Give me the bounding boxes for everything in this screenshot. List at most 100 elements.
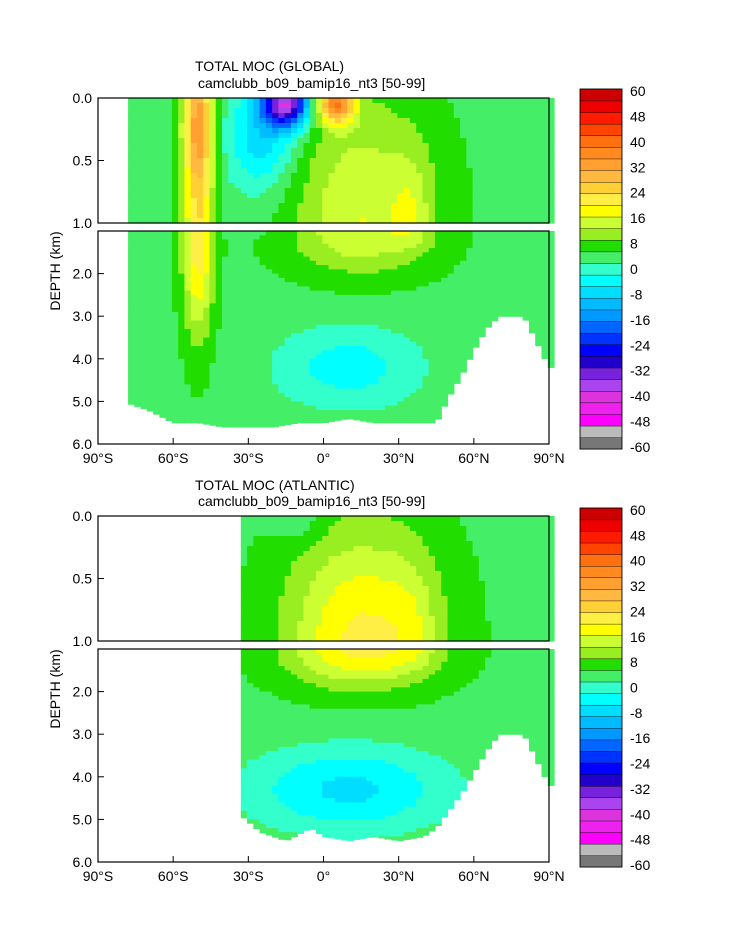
field-cell (403, 307, 411, 313)
field-cell (146, 168, 154, 174)
field-cell (309, 371, 317, 377)
field-cell (428, 282, 436, 287)
field-cell (516, 173, 524, 179)
field-cell (359, 148, 367, 154)
field-cell (422, 239, 430, 245)
field-cell (259, 358, 267, 364)
field-cell (297, 384, 305, 390)
field-cell (491, 294, 499, 300)
field-cell (259, 123, 267, 129)
field-cell (297, 556, 305, 562)
field-cell (309, 307, 317, 313)
field-cell (153, 118, 160, 124)
field-cell (347, 576, 355, 582)
field-cell (253, 188, 261, 194)
field-cell (278, 173, 286, 179)
field-cell (547, 286, 555, 292)
field-cell (203, 248, 211, 253)
field-cell (303, 307, 311, 313)
field-cell (397, 173, 405, 179)
field-cell (222, 401, 229, 407)
field-cell (284, 541, 292, 547)
field-cell (397, 183, 405, 189)
field-cell (278, 346, 286, 351)
field-cell (303, 269, 311, 275)
field-cell (247, 235, 254, 241)
field-cell (522, 269, 530, 275)
field-cell (128, 320, 135, 326)
field-cell (528, 218, 536, 224)
field-cell (140, 333, 148, 339)
field-cell (203, 282, 211, 287)
field-cell (384, 273, 392, 279)
field-cell (472, 333, 480, 339)
field-cell (265, 148, 273, 154)
field-cell (134, 163, 142, 169)
field-cell (322, 616, 330, 622)
field-cell (309, 143, 317, 149)
field-cell (196, 320, 204, 326)
field-cell (190, 113, 198, 119)
field-cell (203, 354, 211, 360)
field-cell (140, 320, 148, 326)
field-cell (290, 571, 298, 577)
field-cell (153, 316, 160, 322)
field-cell (253, 350, 261, 356)
field-cell (315, 123, 323, 129)
field-cell (397, 354, 405, 360)
field-cell (234, 203, 242, 209)
field-cell (516, 273, 524, 279)
field-cell (234, 178, 242, 184)
field-cell (209, 188, 217, 194)
field-cell (171, 405, 179, 411)
field-cell (397, 418, 405, 424)
field-cell (284, 303, 292, 309)
field-cell (347, 616, 355, 622)
field-cell (315, 269, 323, 275)
field-cell (547, 118, 555, 124)
field-cell (165, 98, 173, 104)
field-cell (466, 103, 474, 109)
field-cell (378, 243, 386, 249)
field-cell (209, 282, 217, 287)
field-cell (190, 231, 198, 236)
field-cell (303, 178, 311, 184)
field-cell (178, 128, 186, 134)
field-cell (510, 113, 518, 119)
field-cell (146, 316, 154, 322)
field-cell (290, 273, 298, 279)
field-cell (334, 337, 342, 343)
field-cell (265, 183, 273, 189)
field-cell (128, 243, 135, 249)
field-cell (146, 123, 154, 129)
field-cell (290, 556, 298, 562)
field-cell (422, 256, 430, 262)
field-cell (272, 363, 279, 368)
field-cell (190, 128, 198, 134)
field-cell (253, 616, 261, 622)
field-cell (366, 193, 373, 199)
field-cell (272, 294, 279, 300)
field-cell (196, 143, 204, 149)
field-cell (522, 118, 530, 124)
field-cell (384, 324, 392, 330)
field-cell (435, 188, 442, 194)
field-cell (435, 392, 442, 398)
field-cell (397, 252, 405, 258)
field-cell (290, 354, 298, 360)
field-cell (447, 138, 455, 144)
field-cell (315, 103, 323, 109)
field-cell (234, 367, 242, 373)
field-cell (510, 294, 518, 300)
field-cell (297, 418, 305, 424)
field-cell (240, 531, 248, 537)
field-cell (428, 163, 436, 169)
field-cell (265, 282, 273, 287)
field-cell (353, 260, 361, 266)
field-cell (422, 277, 430, 283)
field-cell (403, 277, 411, 283)
field-cell (247, 183, 254, 189)
field-cell (491, 108, 499, 114)
field-cell (466, 303, 474, 309)
field-cell (240, 188, 248, 194)
